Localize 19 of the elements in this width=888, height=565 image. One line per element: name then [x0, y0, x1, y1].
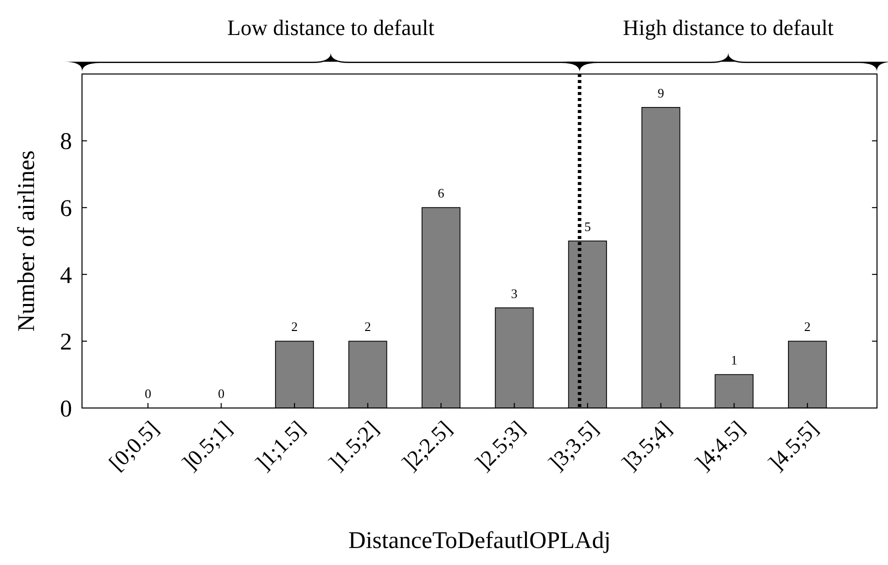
- data-label: 2: [804, 319, 811, 334]
- data-label: 3: [511, 286, 518, 301]
- y-axis-title: Number of airlines: [14, 150, 40, 332]
- y-tick-label: 4: [60, 262, 72, 289]
- y-tick-label: 6: [60, 196, 72, 222]
- text: High distance to default: [622, 15, 834, 40]
- data-label: 2: [364, 319, 372, 334]
- data-label: 0: [218, 386, 224, 401]
- y-tick-label: 2: [60, 330, 72, 356]
- y-tick-label: 0: [60, 396, 72, 422]
- text: Low distance to default: [227, 15, 434, 40]
- data-label: 5: [584, 219, 591, 234]
- x-axis-title: DistanceToDefautlOPLAdj: [348, 528, 611, 554]
- data-label: 0: [144, 386, 152, 401]
- data-label: 1: [730, 352, 738, 368]
- data-label: 9: [658, 85, 664, 100]
- data-label: 2: [291, 319, 298, 334]
- data-label: 6: [438, 186, 445, 201]
- y-tick-label: 8: [60, 129, 72, 156]
